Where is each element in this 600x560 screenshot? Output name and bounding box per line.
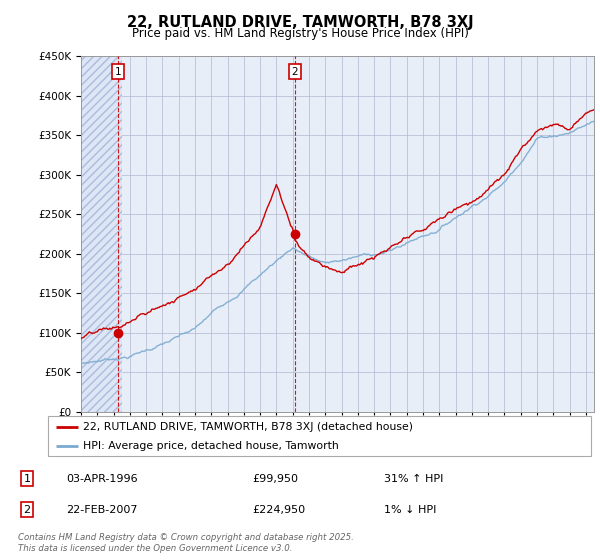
- Text: Contains HM Land Registry data © Crown copyright and database right 2025.
This d: Contains HM Land Registry data © Crown c…: [18, 533, 354, 553]
- Text: 22, RUTLAND DRIVE, TAMWORTH, B78 3XJ: 22, RUTLAND DRIVE, TAMWORTH, B78 3XJ: [127, 15, 473, 30]
- Text: 1% ↓ HPI: 1% ↓ HPI: [384, 505, 436, 515]
- Text: £99,950: £99,950: [252, 474, 298, 484]
- Text: 03-APR-1996: 03-APR-1996: [66, 474, 137, 484]
- Text: 1: 1: [115, 67, 121, 77]
- Text: 22, RUTLAND DRIVE, TAMWORTH, B78 3XJ (detached house): 22, RUTLAND DRIVE, TAMWORTH, B78 3XJ (de…: [83, 422, 413, 432]
- Text: 2: 2: [23, 505, 31, 515]
- Text: 22-FEB-2007: 22-FEB-2007: [66, 505, 137, 515]
- Bar: [81, 56, 122, 412]
- Text: 1: 1: [23, 474, 31, 484]
- Text: Price paid vs. HM Land Registry's House Price Index (HPI): Price paid vs. HM Land Registry's House …: [131, 27, 469, 40]
- FancyBboxPatch shape: [48, 416, 591, 456]
- Text: 31% ↑ HPI: 31% ↑ HPI: [384, 474, 443, 484]
- Text: £224,950: £224,950: [252, 505, 305, 515]
- Text: 2: 2: [292, 67, 298, 77]
- Text: HPI: Average price, detached house, Tamworth: HPI: Average price, detached house, Tamw…: [83, 441, 339, 451]
